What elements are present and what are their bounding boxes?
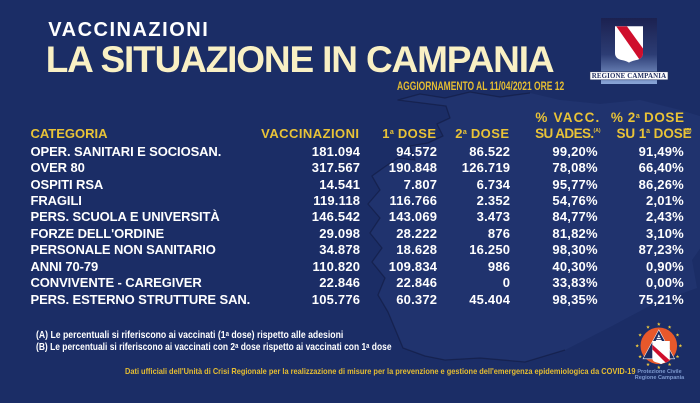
- svg-text:REGIONE CAMPANIA: REGIONE CAMPANIA: [592, 73, 666, 80]
- svg-text:Protezione Civile: Protezione Civile: [637, 369, 681, 375]
- svg-text:Regione Campania: Regione Campania: [635, 375, 685, 381]
